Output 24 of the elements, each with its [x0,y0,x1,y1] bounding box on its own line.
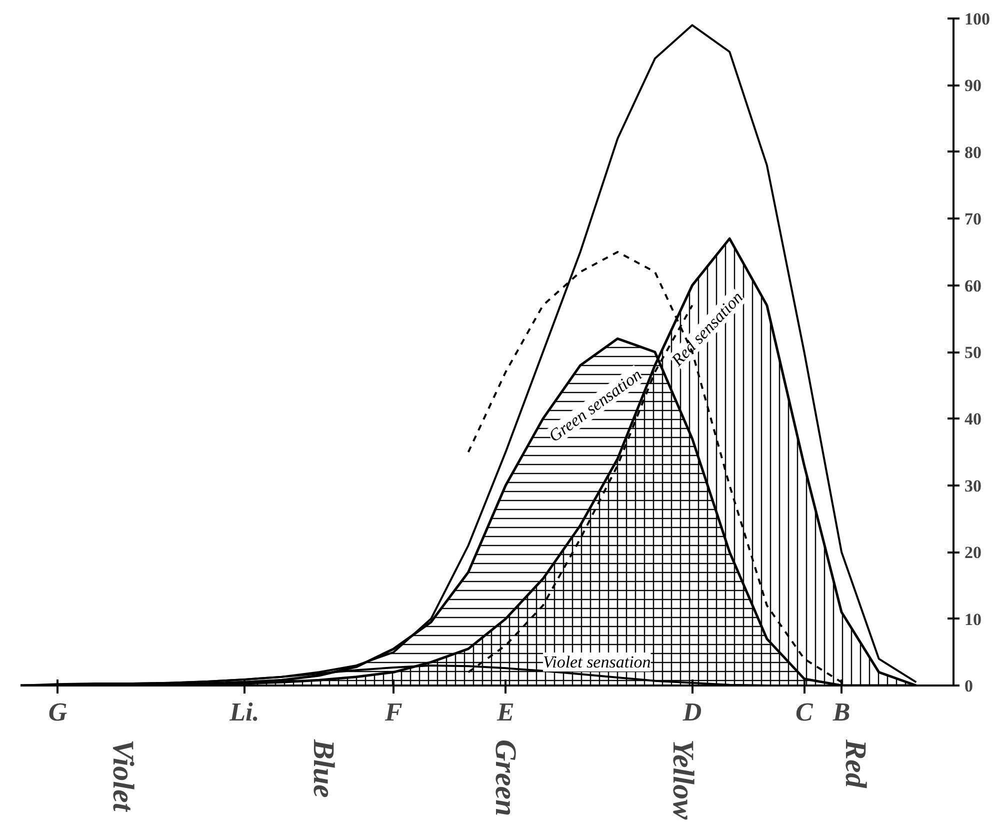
y-tick-label: 0 [964,676,973,696]
x-tick-label: G [48,698,68,726]
y-tick-label: 20 [964,543,982,562]
y-tick-label: 80 [964,142,982,162]
x-tick-label: C [796,698,814,726]
x-tick-label: F [384,698,402,726]
series-label: Violet sensation [542,652,651,672]
x-tick-label: Li. [228,698,260,726]
y-tick-label: 100 [964,10,990,28]
y-tick-label: 30 [964,476,982,496]
y-tick-label: 70 [964,210,982,229]
y-tick-label: 40 [964,410,982,429]
text: Yellow [666,740,700,820]
text: Blue [307,738,340,798]
x-tick-label: B [832,698,850,726]
text: Violet [106,740,140,813]
text: Green [489,740,522,816]
x-tick-label: E [496,698,514,726]
text: Red [839,738,872,789]
y-tick-label: 50 [964,343,982,362]
y-tick-label: 10 [964,610,982,629]
y-tick-label: 60 [964,276,982,296]
x-tick-label: D [682,698,702,726]
y-tick-label: 90 [964,76,982,96]
